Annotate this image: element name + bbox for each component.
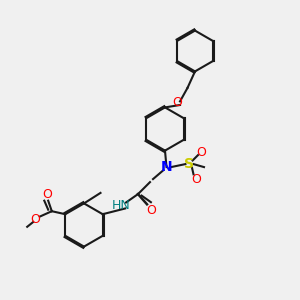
Text: O: O xyxy=(196,146,206,159)
Text: S: S xyxy=(184,157,194,171)
Text: HN: HN xyxy=(112,199,131,212)
Text: O: O xyxy=(30,213,40,226)
Text: O: O xyxy=(192,172,201,186)
Text: O: O xyxy=(42,188,52,201)
Text: O: O xyxy=(173,96,182,110)
Text: N: N xyxy=(161,160,172,174)
Text: O: O xyxy=(146,204,156,217)
